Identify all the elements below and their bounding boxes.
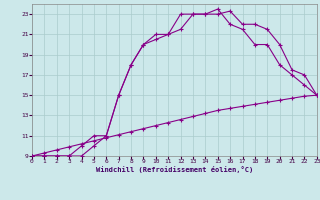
X-axis label: Windchill (Refroidissement éolien,°C): Windchill (Refroidissement éolien,°C) [96, 166, 253, 173]
